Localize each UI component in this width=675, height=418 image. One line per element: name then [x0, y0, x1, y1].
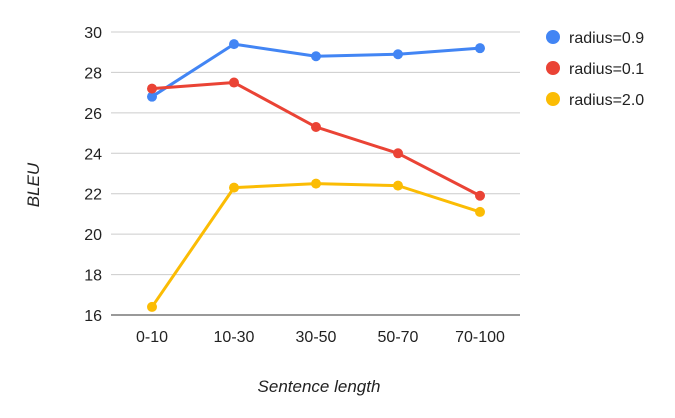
series-group	[147, 39, 485, 102]
data-point	[147, 91, 157, 102]
series-group	[147, 178, 485, 312]
x-axis-ticks: 0-10 10-30 30-50 50-70 70-100	[136, 329, 505, 346]
legend-label: radius=0.9	[569, 30, 644, 47]
y-tick-label: 22	[84, 187, 102, 204]
y-tick-label: 24	[84, 146, 102, 163]
y-tick-label: 16	[84, 308, 102, 325]
data-point	[311, 178, 321, 189]
data-point	[311, 122, 321, 133]
y-tick-label: 28	[84, 65, 102, 82]
series-line	[150, 182, 482, 309]
x-tick-label: 70-100	[455, 329, 505, 346]
x-axis-title: Sentence length	[258, 377, 381, 396]
series-layer	[147, 39, 485, 312]
data-point	[475, 43, 485, 54]
y-axis-ticks: 16 18 20 22 24 26 28 30	[84, 25, 102, 325]
legend: radius=0.9 radius=0.1 radius=2.0	[546, 30, 644, 109]
data-point	[393, 148, 403, 159]
legend-marker	[546, 30, 560, 44]
y-tick-label: 20	[84, 227, 102, 244]
data-point	[393, 49, 403, 60]
x-tick-label: 0-10	[136, 329, 168, 346]
legend-marker	[546, 92, 560, 106]
legend-label: radius=2.0	[569, 92, 644, 109]
legend-marker	[546, 61, 560, 75]
data-point	[147, 301, 157, 312]
data-point	[229, 182, 239, 193]
legend-label: radius=0.1	[569, 61, 644, 78]
y-axis-title: BLEU	[24, 162, 43, 207]
x-tick-label: 50-70	[378, 329, 419, 346]
data-point	[475, 206, 485, 217]
x-tick-label: 30-50	[296, 329, 337, 346]
y-tick-label: 18	[84, 268, 102, 285]
data-point	[311, 51, 321, 62]
series-group	[147, 77, 485, 201]
data-point	[229, 39, 239, 50]
data-point	[475, 190, 485, 201]
gridlines	[111, 31, 520, 316]
y-tick-label: 26	[84, 106, 102, 123]
data-point	[147, 83, 157, 94]
x-tick-label: 10-30	[214, 329, 255, 346]
data-point	[229, 77, 239, 88]
data-point	[393, 180, 403, 191]
y-tick-label: 30	[84, 25, 102, 42]
